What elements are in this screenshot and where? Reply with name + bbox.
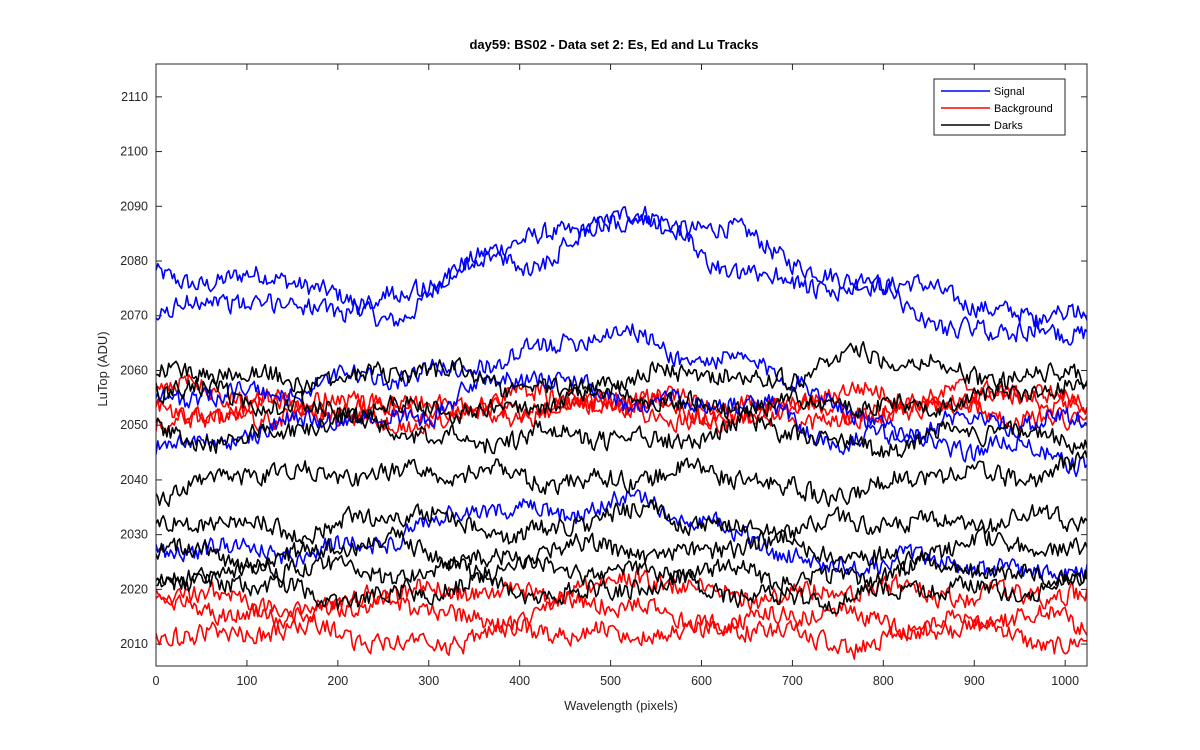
x-tick-label: 300	[418, 674, 439, 688]
series-line-background	[156, 613, 1087, 660]
y-tick-label: 2050	[120, 418, 148, 432]
x-axis: 0 100 200 300 400 500 600 700 800 900 1000	[153, 64, 1079, 688]
y-tick-label: 2040	[120, 473, 148, 487]
y-tick-label: 2100	[120, 145, 148, 159]
series-line-signal	[156, 205, 1087, 346]
plot-frame	[155, 63, 1088, 667]
series-line-signal	[156, 323, 1087, 478]
x-axis-label: Wavelength (pixels)	[564, 698, 678, 713]
y-tick-label: 2110	[121, 90, 148, 104]
chart-title: day59: BS02 - Data set 2: Es, Ed and Lu …	[469, 37, 758, 52]
legend-label-darks: Darks	[994, 120, 1023, 132]
y-tick-label: 2010	[120, 637, 148, 651]
y-tick-label: 2070	[120, 309, 148, 323]
y-axis: 2010 2020 2030 2040 2050 2060 2070 2080 2090 2100…	[120, 90, 1087, 651]
series-line-darks	[156, 407, 1087, 458]
x-tick-label: 0	[153, 674, 160, 688]
x-tick-label: 500	[600, 674, 621, 688]
plot-background	[156, 64, 1087, 666]
y-axis-label: LuTop (ADU)	[95, 331, 110, 406]
series-line-darks	[156, 499, 1087, 545]
series-line-darks	[156, 566, 1087, 615]
series-layer	[156, 205, 1087, 660]
series-line-darks	[156, 552, 1087, 593]
legend-label-signal: Signal	[994, 86, 1025, 98]
y-tick-label: 2090	[120, 199, 148, 213]
series-line-darks	[156, 375, 1087, 425]
x-tick-label: 600	[691, 674, 712, 688]
series-line-signal	[156, 370, 1087, 456]
y-tick-label: 2060	[120, 363, 148, 377]
y-tick-label: 2080	[120, 254, 148, 268]
series-line-darks	[156, 524, 1087, 574]
x-tick-label: 200	[327, 674, 348, 688]
y-tick-label: 2030	[120, 528, 148, 542]
x-tick-label: 400	[509, 674, 530, 688]
x-tick-label: 100	[236, 674, 257, 688]
x-tick-label: 1000	[1051, 674, 1079, 688]
x-tick-label: 700	[782, 674, 803, 688]
legend-label-background: Background	[994, 103, 1053, 115]
series-line-darks	[156, 450, 1087, 508]
series-line-background	[156, 584, 1087, 642]
series-line-signal	[156, 213, 1087, 343]
legend: Signal Background Darks	[933, 78, 1066, 136]
y-tick-label: 2020	[120, 582, 148, 596]
x-tick-label: 900	[964, 674, 985, 688]
series-line-darks	[156, 341, 1087, 400]
x-tick-label: 800	[873, 674, 894, 688]
